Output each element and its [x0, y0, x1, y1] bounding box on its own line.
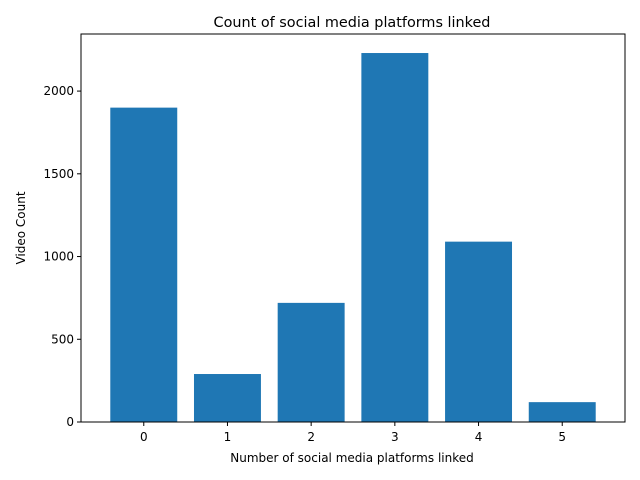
bar-0	[110, 107, 178, 422]
y-axis-label: Video Count	[14, 191, 28, 264]
x-tick-label-1: 1	[224, 430, 232, 444]
x-tick-label-5: 5	[558, 430, 566, 444]
x-tick-label-3: 3	[391, 430, 399, 444]
x-tick-label-0: 0	[140, 430, 148, 444]
x-axis-label: Number of social media platforms linked	[230, 451, 473, 465]
bar-3	[361, 53, 429, 423]
y-tick-label-1000: 1000	[43, 250, 74, 264]
bar-5	[528, 402, 596, 422]
x-axis-ticks: 0 1 2 3 4 5	[140, 422, 566, 444]
plot-frame	[80, 33, 626, 423]
bars-group	[110, 53, 596, 423]
chart-title: Count of social media platforms linked	[214, 15, 491, 31]
bar-1	[193, 374, 261, 422]
y-axis-ticks: 0 500 1000 1500 2000	[43, 84, 81, 429]
y-tick-label-0: 0	[66, 415, 74, 429]
x-tick-label-2: 2	[307, 430, 315, 444]
y-tick-label-2000: 2000	[43, 84, 74, 98]
y-tick-label-500: 500	[51, 332, 74, 346]
bar-4	[445, 241, 513, 422]
y-tick-label-1500: 1500	[43, 167, 74, 181]
bar-2	[277, 302, 345, 422]
x-tick-label-4: 4	[475, 430, 483, 444]
